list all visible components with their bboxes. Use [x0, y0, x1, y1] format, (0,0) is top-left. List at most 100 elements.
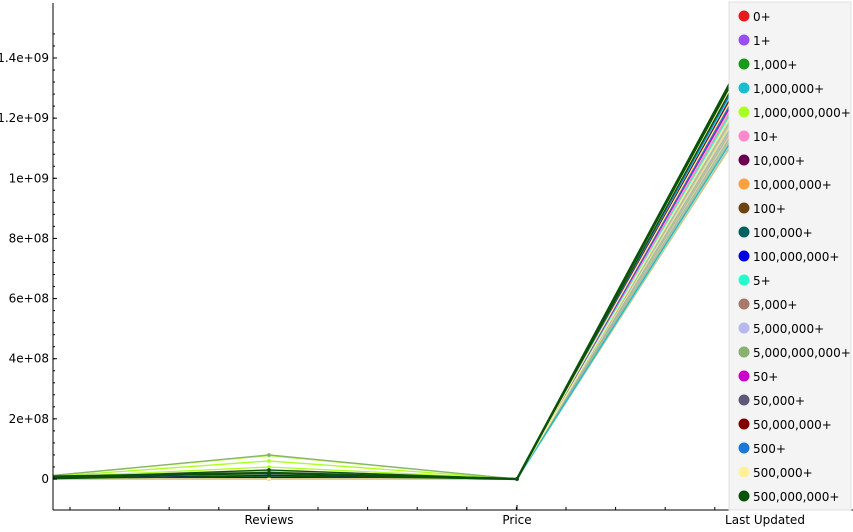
- series-line: [52, 42, 766, 480]
- bundle-line: [52, 64, 766, 480]
- bundle-line: [52, 47, 766, 480]
- bundle-line: [52, 44, 766, 480]
- legend-label: 50,000+: [753, 394, 805, 408]
- legend-marker: [738, 82, 750, 94]
- bundle-line: [52, 56, 766, 480]
- bundle-line: [52, 83, 766, 480]
- legend-label: 100,000+: [753, 226, 813, 240]
- series-line: [53, 45, 766, 480]
- legend: 0+ 1+ 1,000+ 1,000,000+ 1,000,000,000+ 10+ 10,…: [728, 1, 852, 511]
- legend-marker: [738, 394, 750, 406]
- y-tick-label: 0: [41, 472, 49, 486]
- y-tick-label: 1.2e+09: [0, 111, 49, 125]
- series-point: [267, 465, 271, 469]
- series-point: [267, 474, 271, 478]
- legend-marker: [738, 250, 750, 262]
- legend-marker: [738, 130, 750, 142]
- legend-label: 10+: [753, 130, 778, 144]
- series-point: [267, 477, 271, 481]
- bundle-line: [52, 87, 766, 480]
- legend-marker: [738, 418, 750, 430]
- axes: 0 2e+08 4e+08 6e+08 8e+08 1e+09 1.2e+09 1.4e+09…: [0, 3, 853, 527]
- bundle-line: [52, 84, 766, 480]
- bundle-line: [52, 67, 766, 480]
- y-tick-label: 1.4e+09: [0, 51, 49, 65]
- bundle-line: [52, 93, 766, 480]
- bundle-line: [52, 92, 766, 480]
- series-line: [53, 42, 766, 480]
- legend-label: 1,000,000+: [753, 82, 824, 96]
- bundle-line: [52, 66, 766, 480]
- bundle-line: [52, 50, 766, 480]
- bundle-line: [52, 42, 766, 480]
- bundle-line: [52, 57, 766, 480]
- bundle-line: [52, 66, 766, 480]
- legend-marker: [738, 10, 750, 22]
- y-ticks: 0 2e+08 4e+08 6e+08 8e+08 1e+09 1.2e+09 1.4e+09: [0, 33, 57, 486]
- bundle-line: [52, 55, 766, 480]
- y-tick-label: 2e+08: [9, 412, 49, 426]
- legend-marker: [738, 58, 750, 70]
- bundle-line: [52, 50, 766, 480]
- bundle-line: [52, 59, 766, 480]
- bundle-line: [52, 74, 766, 480]
- y-tick-label: 1e+09: [9, 171, 49, 185]
- bundle-line: [52, 82, 766, 480]
- bundle-line: [52, 76, 766, 480]
- bundle-line: [52, 73, 766, 480]
- legend-label: 10,000+: [753, 154, 805, 168]
- bundle-line: [52, 53, 766, 480]
- series-line: [52, 87, 766, 480]
- bundle-line: [52, 68, 766, 480]
- legend-label: 500+: [753, 442, 786, 456]
- legend-marker: [738, 226, 750, 238]
- bundle-line: [52, 72, 766, 480]
- bundle-line: [52, 48, 766, 480]
- legend-marker: [738, 34, 750, 46]
- series-line: [52, 17, 767, 481]
- bundle-line: [52, 82, 766, 480]
- bundle-line: [52, 75, 766, 480]
- bundle-line: [52, 58, 766, 480]
- x-ticks: Reviews Price Last Updated: [69, 505, 815, 527]
- bundle-line: [52, 65, 766, 480]
- legend-marker: [738, 466, 750, 478]
- legend-label: 100+: [753, 202, 786, 216]
- legend-label: 500,000+: [753, 466, 813, 480]
- series-line: [52, 42, 766, 480]
- bundle-line: [52, 70, 766, 480]
- bundle-line: [52, 60, 766, 480]
- bundle-line: [52, 79, 766, 480]
- legend-label: 1,000+: [753, 58, 797, 72]
- legend-label: 100,000,000+: [753, 250, 839, 264]
- series-line: [53, 51, 766, 480]
- series-point: [267, 453, 271, 457]
- legend-label: 5,000+: [753, 298, 797, 312]
- legend-label: 5+: [753, 274, 771, 288]
- legend-marker: [738, 346, 750, 358]
- legend-marker: [738, 202, 750, 214]
- bundle-line: [52, 49, 766, 480]
- bundle-line: [52, 77, 766, 480]
- bundle-line: [52, 45, 766, 480]
- bundle-line: [52, 51, 766, 480]
- bundle-line: [52, 80, 766, 480]
- legend-marker: [738, 442, 750, 454]
- legend-marker: [738, 298, 750, 310]
- bundle-line: [52, 69, 766, 480]
- bundle-line: [52, 88, 766, 480]
- series-line: [53, 45, 766, 480]
- series-line: [52, 42, 766, 480]
- legend-marker: [738, 274, 750, 286]
- legend-label: 1+: [753, 34, 771, 48]
- bundle-line: [52, 43, 766, 480]
- legend-label: 10,000,000+: [753, 178, 832, 192]
- bundle-line: [52, 87, 766, 480]
- y-tick-label: 8e+08: [9, 231, 49, 245]
- bundle-line: [52, 71, 766, 480]
- bundle-line: [52, 54, 766, 480]
- legend-label: 50,000,000+: [753, 418, 832, 432]
- legend-label: 500,000,000+: [753, 490, 839, 504]
- legend-label: 50+: [753, 370, 778, 384]
